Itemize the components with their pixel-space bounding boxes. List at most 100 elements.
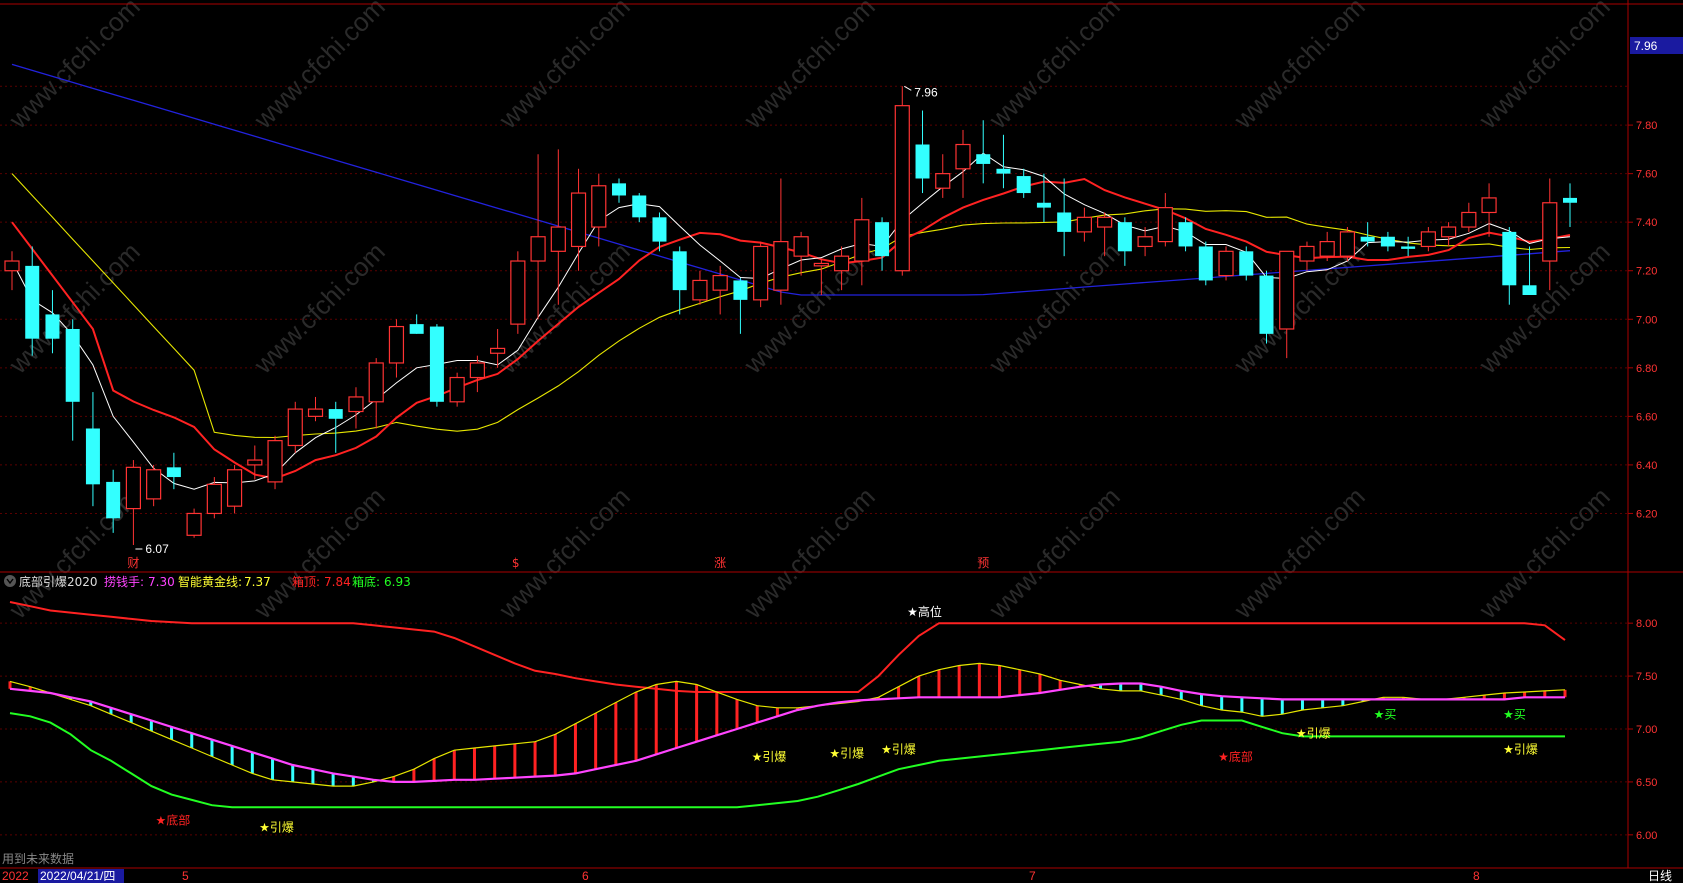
event-marker[interactable]: 涨 [714, 555, 726, 570]
candle-body[interactable] [1198, 246, 1213, 281]
candle-body[interactable] [25, 265, 40, 339]
signal-label[interactable]: ★高位 [907, 604, 942, 619]
candle-body[interactable] [1279, 250, 1295, 330]
candle-body[interactable] [632, 195, 647, 218]
candle-body[interactable] [106, 481, 121, 519]
candle-body[interactable] [1319, 241, 1335, 257]
candle-body[interactable] [1299, 245, 1315, 262]
candle-body[interactable] [1563, 197, 1577, 203]
candle-body[interactable] [1178, 222, 1193, 247]
candle-body[interactable] [469, 362, 485, 379]
candle-body[interactable] [530, 236, 546, 262]
period-label[interactable]: 日线 [1648, 869, 1672, 883]
candle-body[interactable] [1440, 226, 1457, 238]
candle-body[interactable] [1461, 211, 1477, 228]
candle-body[interactable] [388, 325, 405, 364]
candle-body[interactable] [490, 347, 506, 354]
candle-body[interactable] [955, 143, 971, 170]
candle-body[interactable] [1339, 231, 1356, 257]
candle-body[interactable] [45, 314, 60, 339]
candle-body[interactable] [612, 183, 627, 196]
candle-body[interactable] [550, 226, 566, 252]
candle-body[interactable] [976, 154, 991, 164]
candle-body[interactable] [186, 512, 202, 536]
candle-body[interactable] [1137, 236, 1153, 248]
candle-body[interactable] [833, 255, 850, 272]
candle-body[interactable] [1380, 236, 1395, 247]
candle-body[interactable] [85, 428, 100, 485]
candle-body[interactable] [570, 192, 587, 248]
candle-body[interactable] [328, 409, 343, 419]
candle-body[interactable] [146, 469, 162, 500]
candle-body[interactable] [267, 440, 283, 483]
candle-body[interactable] [166, 467, 181, 478]
candle-body[interactable] [1522, 285, 1537, 295]
signal-label[interactable]: ★买 [1503, 707, 1526, 721]
candle-body[interactable] [1401, 246, 1416, 249]
candle-body[interactable] [1157, 207, 1173, 243]
candle-body[interactable] [652, 217, 667, 242]
candle-body[interactable] [1036, 202, 1051, 208]
candle-body[interactable] [4, 260, 20, 272]
candle-body[interactable] [1117, 222, 1132, 252]
signal-label[interactable]: ★引爆 [829, 747, 864, 761]
candle-body[interactable] [692, 279, 708, 301]
candle-body[interactable] [247, 459, 263, 466]
candle-body[interactable] [591, 185, 607, 228]
candle-body[interactable] [935, 173, 951, 189]
candle-body[interactable] [510, 260, 526, 325]
candle-body[interactable] [429, 326, 444, 402]
candle-body[interactable] [773, 241, 789, 291]
candle-body[interactable] [65, 328, 80, 402]
signal-label[interactable]: ★底部 [1218, 749, 1253, 764]
candle-body[interactable] [875, 222, 890, 257]
indicator-collapse-icon[interactable] [4, 575, 16, 587]
candle-body[interactable] [1218, 250, 1234, 277]
candle-body[interactable] [1360, 236, 1375, 242]
candle-body[interactable] [348, 396, 364, 413]
candle-body[interactable] [1420, 231, 1436, 248]
candle-body[interactable] [894, 105, 910, 272]
event-marker[interactable]: 财 [127, 556, 139, 570]
candle-body[interactable] [1502, 231, 1517, 286]
signal-label[interactable]: ★引爆 [1296, 726, 1331, 740]
candle-body[interactable] [712, 274, 728, 291]
candle-body[interactable] [307, 408, 324, 417]
candle-body[interactable] [1259, 275, 1274, 334]
candle-body[interactable] [996, 168, 1011, 174]
signal-label[interactable]: ★底部 [156, 812, 191, 827]
candle-body[interactable] [125, 466, 142, 510]
candle-body[interactable] [813, 262, 829, 267]
event-marker[interactable]: $ [512, 556, 520, 570]
candle-body[interactable] [206, 483, 222, 515]
candle-body[interactable] [226, 469, 243, 507]
candle-body[interactable] [915, 144, 930, 179]
candle-body[interactable] [1057, 212, 1072, 232]
signal-label[interactable]: ★买 [1374, 707, 1397, 721]
signal-label[interactable]: ★引爆 [752, 750, 787, 764]
signal-label[interactable]: ★引爆 [259, 821, 294, 835]
indicator-panel[interactable]: ★底部 ★引爆 ★引爆 ★引爆 ★引爆 ★高位 ★底部 ★引爆 ★买 ★买 ★引爆 [8, 601, 1567, 835]
candle-body[interactable] [733, 280, 748, 300]
ma60-line [11, 63, 1571, 296]
candle-body[interactable] [368, 362, 384, 403]
event-marker[interactable]: 预 [977, 556, 989, 570]
candlesticks[interactable]: 7.96 6.07 财 $ 涨 预 [4, 85, 1577, 570]
candle-body[interactable] [1542, 202, 1558, 262]
candle-body[interactable] [1076, 216, 1092, 233]
candle-body[interactable] [1016, 176, 1031, 194]
candle-body[interactable] [1097, 216, 1113, 228]
candle-body[interactable] [449, 376, 465, 403]
signal-label[interactable]: ★引爆 [1503, 742, 1538, 756]
candle-body[interactable] [672, 251, 687, 291]
candle-body[interactable] [854, 219, 870, 262]
candle-body[interactable] [753, 245, 769, 301]
month-label-7: 7 [1029, 869, 1036, 883]
candle-body[interactable] [793, 236, 809, 257]
candle-body[interactable] [287, 408, 303, 447]
candle-body[interactable] [409, 324, 424, 334]
candle-body[interactable] [1239, 251, 1254, 276]
signal-label[interactable]: ★引爆 [881, 742, 916, 756]
candle-body[interactable] [1481, 197, 1497, 214]
